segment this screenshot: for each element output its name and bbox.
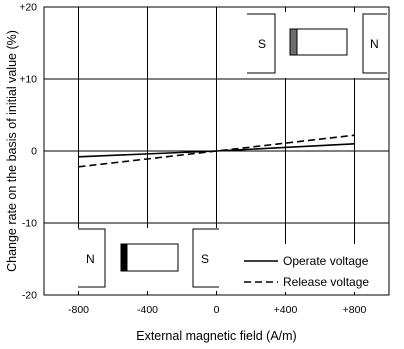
x-tick-labels: -800 -400 0 +400 +800 <box>68 304 366 316</box>
pole-bracket-left <box>78 228 106 288</box>
legend-label-release: Release voltage <box>283 275 369 289</box>
reed-switch-body <box>289 28 348 56</box>
y-axis-label: Change rate on the basis of initial valu… <box>5 30 19 272</box>
pole-bracket-right <box>362 13 387 74</box>
x-tick-label: +800 <box>343 304 367 316</box>
x-tick-label: -400 <box>137 304 158 316</box>
reed-switch-contact-solid <box>120 243 128 272</box>
pole-label-left: N <box>86 252 95 266</box>
y-tick-label: -20 <box>22 290 37 302</box>
pole-label-right: S <box>201 252 209 266</box>
inset-magnet-diagram-top: S N <box>234 12 387 78</box>
x-tick-label: 0 <box>214 304 220 316</box>
x-tick-label: +400 <box>274 304 298 316</box>
legend-label-operate: Operate voltage <box>283 254 369 268</box>
pole-label-left: S <box>258 37 266 51</box>
pole-bracket-right <box>192 228 219 288</box>
legend: Operate voltage Release voltage <box>236 244 387 292</box>
y-tick-labels: +20 +10 0 -10 -20 <box>19 2 37 302</box>
x-axis-label: External magnetic field (A/m) <box>136 329 296 343</box>
y-tick-label: 0 <box>31 146 37 158</box>
inset-magnet-diagram-bottom: N S <box>48 228 228 291</box>
series-lines <box>78 134 355 168</box>
y-tick-label: +20 <box>19 2 37 14</box>
reed-switch-body <box>120 243 179 272</box>
pole-label-right: N <box>370 37 379 51</box>
pole-bracket-left <box>247 13 276 74</box>
y-tick-label: -10 <box>22 218 37 230</box>
x-tick-label: -800 <box>68 304 89 316</box>
y-tick-label: +10 <box>19 74 37 86</box>
series-line-release-voltage <box>78 134 355 168</box>
reed-switch-contact-hatched <box>289 28 298 56</box>
